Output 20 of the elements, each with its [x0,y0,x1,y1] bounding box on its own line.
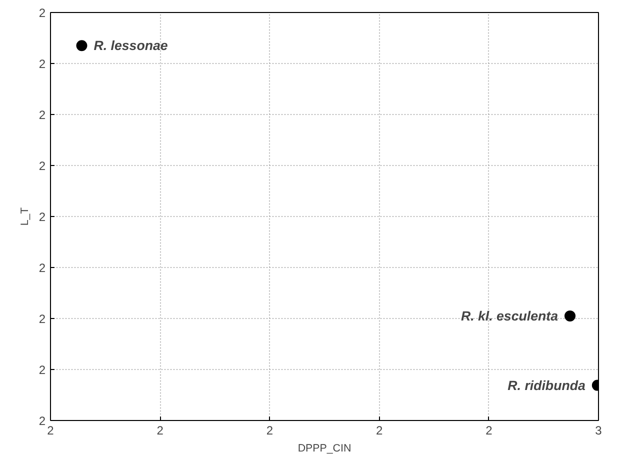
y-tick-label: 2 [38,312,46,326]
y-tick-label: 2 [38,261,46,275]
y-tick-label: 2 [38,108,46,122]
x-tick-label: 3 [595,424,602,438]
x-tick-label: 2 [376,424,383,438]
annotation: R. ridibunda [508,378,586,393]
y-tick-label: 2 [38,363,46,377]
annotation: R. lessonae [94,38,168,54]
y-tick-label: 2 [38,159,46,173]
y-axis-title: L_T [18,206,31,226]
y-tick-label: 2 [38,210,46,224]
x-axis-title: DPPP_CIN [298,442,352,454]
y-tick-label: 2 [38,57,46,71]
x-tick-label: 2 [486,424,493,438]
x-tick-label: 2 [47,424,54,438]
annotation: R. kl. esculenta [460,308,559,324]
x-tick-label: 2 [156,424,164,438]
y-tick-label: 2 [38,414,46,428]
x-tick-label: 2 [266,424,274,438]
y-tick-label: 2 [38,6,46,20]
